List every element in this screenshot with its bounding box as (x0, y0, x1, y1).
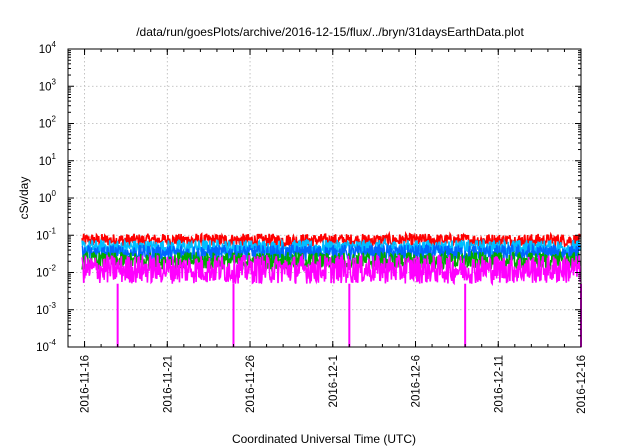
y-tick-label: 100 (39, 189, 57, 205)
x-tick-label: 2016-12-1 (328, 355, 340, 407)
y-axis-label: cSv/day (17, 177, 31, 220)
x-tick-label: 2016-11-16 (80, 355, 92, 413)
data-series-band (81, 237, 581, 257)
series-line (81, 253, 581, 287)
y-tick-label: 101 (39, 152, 57, 168)
axis-ticks (67, 48, 582, 348)
x-tick-label: 2016-11-26 (245, 355, 257, 413)
x-tick-label: 2016-12-11 (493, 355, 505, 413)
y-tick-label: 102 (39, 115, 57, 131)
x-tick-label: 2016-12-6 (411, 355, 423, 407)
y-tick-label: 10-3 (36, 301, 56, 317)
x-tick-label: 2016-11-21 (162, 355, 174, 413)
y-tick-label: 103 (39, 77, 57, 93)
y-tick-labels: 10-4 10-3 10-2 10-1 100 101 102 103 104 (36, 40, 56, 354)
x-tick-labels: 2016-11-16 2016-11-21 2016-11-26 2016-12-1 2… (80, 355, 588, 414)
y-tick-label: 10-1 (36, 226, 56, 242)
y-tick-label: 10-4 (36, 338, 56, 354)
series-line (81, 237, 581, 257)
chart-title: /data/run/goesPlots/archive/2016-12-15/f… (136, 25, 524, 39)
x-tick-label: 2016-12-16 (576, 355, 588, 414)
y-tick-label: 104 (39, 40, 57, 56)
data-series (81, 230, 582, 347)
x-axis-label: Coordinated Universal Time (UTC) (232, 432, 416, 446)
y-tick-label: 10-2 (36, 264, 56, 280)
